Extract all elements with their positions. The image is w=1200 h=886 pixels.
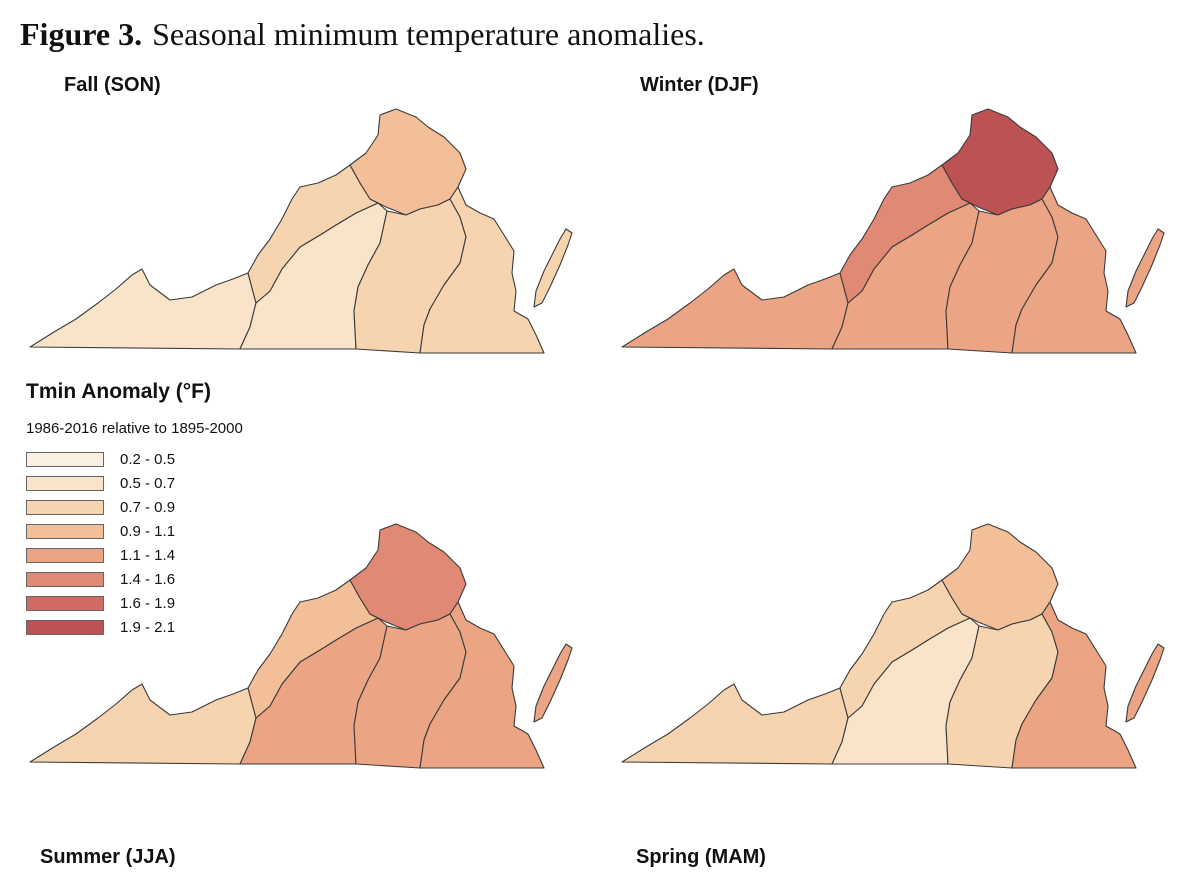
panel-title-winter: Winter (DJF)	[640, 74, 759, 96]
legend-swatch	[26, 547, 104, 563]
region-southwest-mountain	[621, 683, 849, 765]
panel-title-fall: Fall (SON)	[64, 74, 161, 96]
region-tidewater	[419, 186, 545, 354]
legend-title: Tmin Anomaly (°F)	[26, 380, 211, 403]
region-northern	[941, 523, 1059, 631]
legend-label: 0.7 - 0.9	[120, 498, 176, 516]
legend-entry: 1.9 - 2.1	[26, 615, 326, 639]
region-tidewater	[1011, 601, 1137, 769]
map-fall	[29, 108, 573, 354]
legend-entry: 1.4 - 1.6	[26, 567, 326, 591]
legend-label: 1.9 - 2.1	[120, 618, 176, 636]
legend-label: 1.6 - 1.9	[120, 594, 176, 612]
map-summer	[29, 523, 573, 769]
legend-swatch	[26, 475, 104, 491]
region-eastern-shore	[1125, 643, 1165, 723]
region-northern	[349, 523, 467, 631]
figure-label: Figure 3.	[20, 16, 143, 52]
legend-swatch	[26, 571, 104, 587]
legend-entry: 0.2 - 0.5	[26, 447, 326, 471]
legend-entry: 0.7 - 0.9	[26, 495, 326, 519]
map-winter	[621, 108, 1165, 354]
legend-label: 0.2 - 0.5	[120, 450, 176, 468]
region-northern	[349, 108, 467, 216]
legend-entry: 1.1 - 1.4	[26, 543, 326, 567]
legend-entry: 1.6 - 1.9	[26, 591, 326, 615]
legend-swatch	[26, 595, 104, 611]
legend-label: 1.4 - 1.6	[120, 570, 176, 588]
panel-title-summer: Summer (JJA)	[40, 846, 176, 868]
legend-swatch	[26, 523, 104, 539]
region-northern	[941, 108, 1059, 216]
legend: Tmin Anomaly (°F) 1986-2016 relative to …	[26, 380, 326, 639]
legend-entries: 0.2 - 0.5 0.5 - 0.7 0.7 - 0.9 0.9 - 1.1 1.1 …	[26, 447, 326, 639]
map-spring	[621, 523, 1165, 769]
legend-entry: 0.9 - 1.1	[26, 519, 326, 543]
region-eastern-shore	[533, 228, 573, 308]
panel-title-spring: Spring (MAM)	[636, 846, 766, 868]
legend-swatch	[26, 499, 104, 515]
region-southwest-mountain	[29, 268, 257, 350]
region-southwest-mountain	[621, 268, 849, 350]
legend-subtitle: 1986-2016 relative to 1895-2000	[26, 420, 243, 437]
legend-entry: 0.5 - 0.7	[26, 471, 326, 495]
legend-label: 0.9 - 1.1	[120, 522, 176, 540]
legend-swatch	[26, 619, 104, 635]
legend-swatch	[26, 451, 104, 467]
legend-label: 0.5 - 0.7	[120, 474, 176, 492]
region-eastern-shore	[533, 643, 573, 723]
figure-caption: Seasonal minimum temperature anomalies.	[152, 16, 705, 52]
region-tidewater	[1011, 186, 1137, 354]
region-eastern-shore	[1125, 228, 1165, 308]
region-southwest-mountain	[29, 683, 257, 765]
legend-label: 1.1 - 1.4	[120, 546, 176, 564]
region-tidewater	[419, 601, 545, 769]
figure-title: Figure 3. Seasonal minimum temperature an…	[20, 16, 705, 53]
